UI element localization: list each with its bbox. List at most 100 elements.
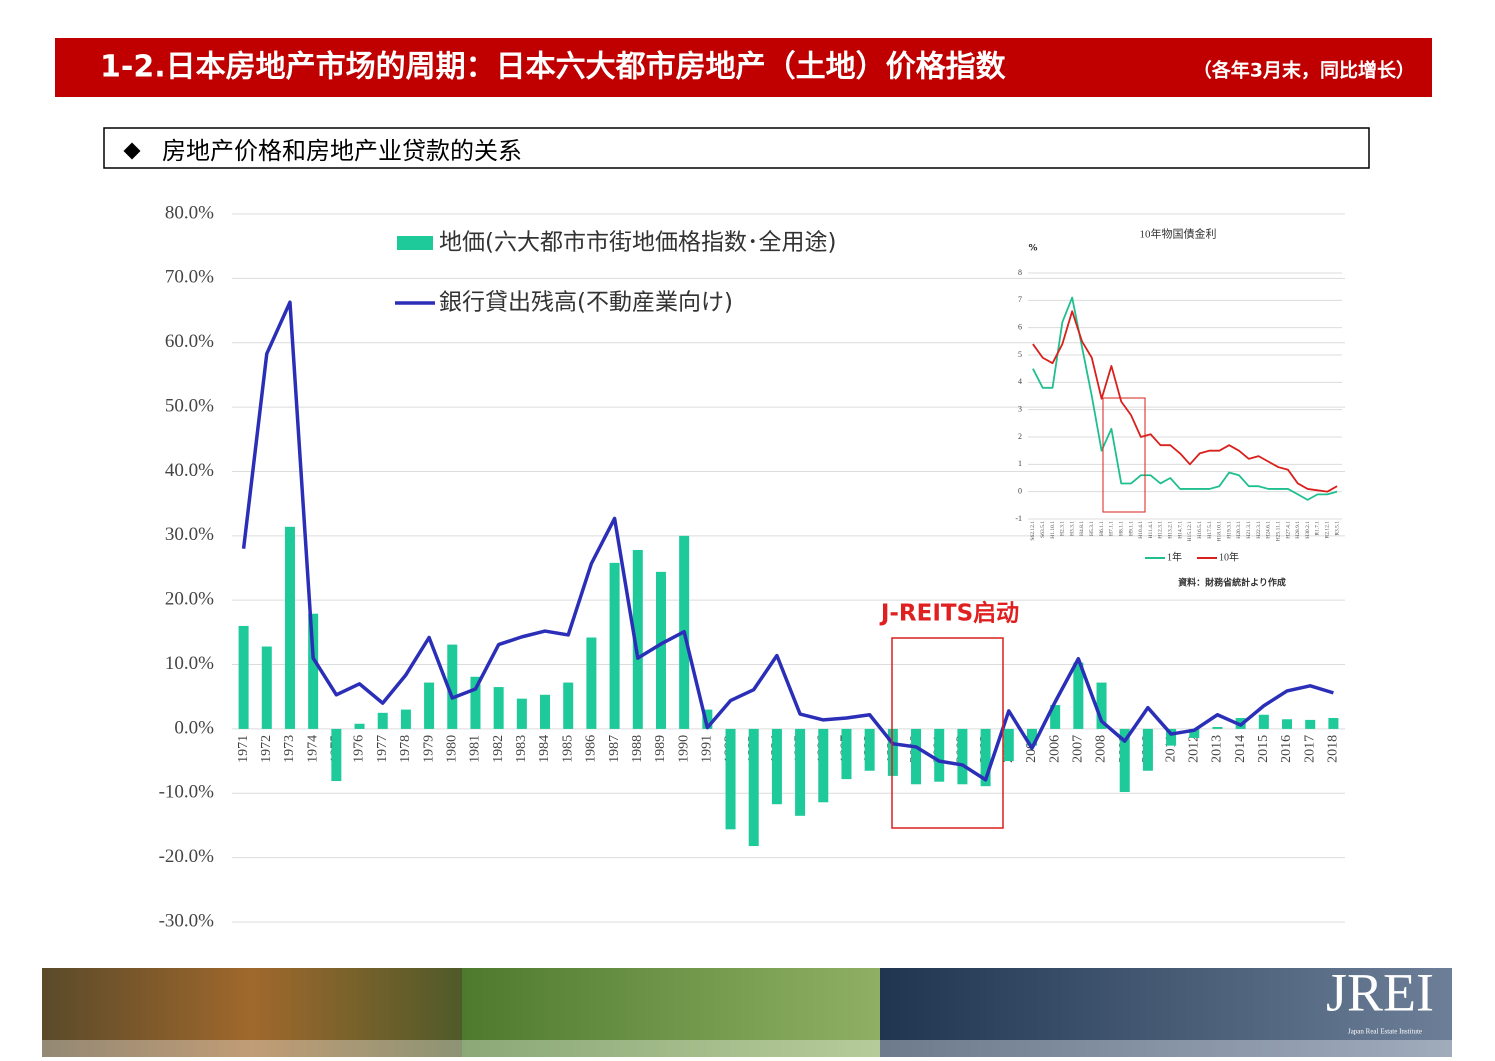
x-tick-label: 2012 bbox=[1187, 735, 1202, 763]
bar bbox=[1096, 682, 1107, 729]
legend-label: 1年 bbox=[1167, 550, 1182, 563]
x-tick-label: H22.3.1 bbox=[1256, 521, 1262, 539]
bar bbox=[1258, 714, 1269, 729]
header-band bbox=[55, 38, 1432, 97]
x-tick-label: 2017 bbox=[1302, 735, 1317, 763]
inset-highlight bbox=[1102, 397, 1146, 513]
x-tick-label: 1973 bbox=[282, 735, 297, 763]
x-tick-label: 1989 bbox=[653, 735, 668, 763]
x-tick-label: 2015 bbox=[1256, 735, 1271, 763]
x-tick-label: H18.10.1 bbox=[1217, 521, 1223, 542]
x-tick-label: H2.3.1 bbox=[1060, 521, 1066, 536]
bar bbox=[934, 728, 945, 782]
bar bbox=[354, 723, 365, 729]
y-tick-label: 4 bbox=[1018, 377, 1022, 386]
bullet bbox=[123, 142, 141, 160]
x-tick-label: H7.1.1 bbox=[1109, 521, 1115, 536]
y-tick-label: 7 bbox=[1018, 295, 1022, 304]
bar bbox=[1282, 719, 1293, 729]
bar bbox=[957, 728, 968, 785]
bar bbox=[586, 637, 597, 729]
x-tick-label: 1974 bbox=[305, 735, 320, 763]
y-tick-label: 0 bbox=[1018, 486, 1022, 495]
main-chart: -30.0% -20.0% -10.0% 0.0% 10.0% 20.0% 30.0% 40.… bbox=[159, 202, 1345, 931]
y-tick-label: 10.0% bbox=[165, 653, 214, 674]
legend-label: 地価(六大都市市街地価格指数･全用途) bbox=[439, 230, 836, 256]
line bbox=[241, 300, 1334, 782]
bar bbox=[1212, 726, 1223, 729]
footer-photo bbox=[880, 968, 1452, 1057]
x-tick-label: 2016 bbox=[1279, 735, 1294, 763]
y-tick-label: -30.0% bbox=[159, 910, 215, 931]
y-tick-label: -20.0% bbox=[159, 846, 215, 867]
bar bbox=[818, 728, 829, 803]
legend-swatch bbox=[397, 236, 433, 250]
x-tick-label: H28.9.1 bbox=[1295, 521, 1301, 539]
bar bbox=[1189, 728, 1200, 738]
x-tick-label: 1971 bbox=[236, 735, 251, 763]
x-tick-label: H17.5.1 bbox=[1207, 521, 1213, 539]
x-tick-label: H1.10.1 bbox=[1050, 521, 1056, 539]
bar bbox=[864, 728, 875, 771]
header-subtitle: （各年3月末，同比增长） bbox=[1193, 59, 1415, 82]
bar bbox=[1003, 728, 1014, 762]
bar bbox=[771, 728, 782, 805]
x-tick-label: 2014 bbox=[1233, 735, 1248, 763]
x-tick-label: 1977 bbox=[375, 735, 390, 763]
bar bbox=[632, 549, 643, 729]
x-tick-label: H25.11.1 bbox=[1275, 521, 1281, 542]
section-title: 房地产价格和房地产业贷款的关系 bbox=[162, 137, 522, 165]
x-tick-label: H13.2.1 bbox=[1168, 521, 1174, 539]
x-tick-label: S62.12.1 bbox=[1030, 521, 1036, 541]
bar bbox=[424, 682, 435, 729]
x-tick-label: H6.1.1 bbox=[1099, 521, 1105, 536]
x-tick-label: 1981 bbox=[468, 735, 483, 763]
x-tick-label: 1980 bbox=[445, 735, 460, 763]
x-tick-label: S63.5.1 bbox=[1040, 521, 1046, 538]
footer-photo bbox=[462, 968, 880, 1057]
x-tick-label: H14.7.1 bbox=[1177, 521, 1183, 539]
x-tick-label: 1990 bbox=[676, 735, 691, 763]
section-box bbox=[103, 127, 1370, 169]
x-tick-label: 2007 bbox=[1071, 735, 1086, 763]
x-tick-label: 1979 bbox=[421, 735, 436, 763]
bar bbox=[308, 613, 319, 729]
bar bbox=[540, 694, 551, 729]
bar bbox=[748, 728, 759, 847]
bar bbox=[1073, 662, 1084, 729]
x-tick-label: H4.8.1 bbox=[1079, 521, 1085, 536]
y-tick-label: 80.0% bbox=[165, 202, 214, 223]
logo: JREI bbox=[1326, 962, 1434, 1022]
x-tick-label: 1972 bbox=[259, 735, 274, 763]
header-title: 1-2.日本房地产市场的周期：日本六大都市房地产（土地）价格指数 bbox=[100, 50, 1007, 85]
y-tick-label: 1 bbox=[1018, 459, 1022, 468]
x-tick-label: H5.3.1 bbox=[1089, 521, 1095, 536]
x-tick-label: R1.7.1 bbox=[1315, 521, 1321, 536]
x-tick-label: H16.5.1 bbox=[1197, 521, 1203, 539]
bar bbox=[980, 728, 991, 787]
x-tick-label: 1983 bbox=[514, 735, 529, 763]
legend-label: 銀行貸出残高(不動産業向け) bbox=[439, 290, 733, 316]
y-tick-label: 0.0% bbox=[174, 717, 214, 738]
legend-label: 10年 bbox=[1219, 550, 1239, 563]
bar bbox=[377, 712, 388, 729]
x-tick-label: H15.12.1 bbox=[1187, 521, 1193, 542]
x-tick-label: 1984 bbox=[537, 735, 552, 763]
bar bbox=[1026, 728, 1037, 746]
x-tick-label: H24.6.1 bbox=[1266, 521, 1272, 539]
bar bbox=[331, 728, 342, 782]
y-tick-label: 6 bbox=[1018, 322, 1022, 331]
annotation: J-REITS启动 bbox=[879, 600, 1019, 627]
bar bbox=[795, 728, 806, 816]
x-tick-label: R2.12.1 bbox=[1325, 521, 1331, 539]
x-tick-label: 1985 bbox=[560, 735, 575, 763]
x-tick-label: R3.5.1 bbox=[1334, 521, 1340, 536]
x-tick-label: 1991 bbox=[700, 735, 715, 763]
line bbox=[1032, 310, 1338, 493]
bar bbox=[1050, 705, 1061, 729]
footer-fade bbox=[42, 1040, 1452, 1057]
bar bbox=[447, 644, 458, 729]
y-tick-label: 8 bbox=[1018, 268, 1022, 277]
